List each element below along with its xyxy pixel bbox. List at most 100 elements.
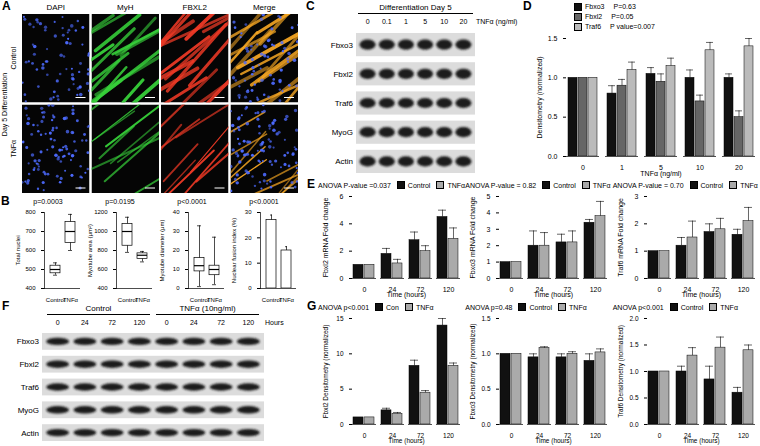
- svg-text:0: 0: [340, 275, 344, 282]
- svg-text:20: 20: [460, 18, 468, 25]
- svg-text:Densitometry (normalized): Densitometry (normalized): [536, 56, 544, 138]
- svg-text:MyH: MyH: [117, 3, 134, 12]
- svg-text:0: 0: [366, 18, 370, 25]
- svg-text:500: 500: [25, 266, 36, 272]
- svg-text:600: 600: [97, 266, 108, 272]
- svg-text:72: 72: [108, 319, 116, 326]
- svg-text:TNFα: TNFα: [135, 297, 151, 303]
- svg-text:0.5: 0.5: [548, 113, 558, 120]
- svg-text:72: 72: [217, 319, 225, 326]
- svg-text:Nuclear fusion index (%): Nuclear fusion index (%): [231, 218, 237, 283]
- svg-text:FBXL2: FBXL2: [183, 3, 208, 12]
- svg-text:Myotube diameter (μm): Myotube diameter (μm): [159, 219, 165, 281]
- svg-text:Traf6: Traf6: [21, 383, 40, 392]
- svg-text:Fbxo3 mRNA Fold change: Fbxo3 mRNA Fold change: [470, 196, 478, 278]
- svg-text:120: 120: [443, 432, 454, 439]
- svg-text:TNFα: TNFα: [10, 140, 17, 158]
- svg-text:1: 1: [620, 164, 624, 171]
- svg-text:700: 700: [25, 228, 36, 234]
- svg-text:120: 120: [243, 319, 255, 326]
- svg-text:Myotube area (μm²): Myotube area (μm²): [87, 224, 93, 277]
- svg-text:MyoG: MyoG: [332, 128, 353, 137]
- svg-text:0: 0: [657, 286, 661, 293]
- svg-text:1.0: 1.0: [482, 350, 491, 357]
- svg-text:Time (hours): Time (hours): [534, 291, 573, 299]
- svg-text:1.0: 1.0: [629, 368, 638, 375]
- svg-text:24: 24: [190, 319, 198, 326]
- svg-text:0.0: 0.0: [482, 421, 491, 428]
- svg-text:Control: Control: [86, 304, 112, 313]
- svg-text:20: 20: [245, 235, 252, 241]
- svg-text:Fbxo3: Fbxo3: [17, 337, 40, 346]
- svg-text:0: 0: [363, 286, 367, 293]
- svg-text:TNFα (ng/ml): TNFα (ng/ml): [640, 170, 681, 178]
- svg-text:Fbxl2 Densitometry (normalized: Fbxl2 Densitometry (normalized): [322, 325, 330, 419]
- svg-text:0: 0: [634, 275, 638, 282]
- svg-text:30: 30: [245, 209, 252, 215]
- svg-text:20: 20: [173, 247, 180, 253]
- svg-text:Fbxo3: Fbxo3: [331, 41, 354, 50]
- svg-text:0: 0: [56, 319, 60, 326]
- svg-text:6: 6: [340, 193, 344, 200]
- svg-text:0: 0: [248, 285, 252, 291]
- svg-text:3: 3: [487, 226, 491, 233]
- svg-text:Traf6: Traf6: [335, 99, 354, 108]
- svg-text:Time (hours): Time (hours): [536, 437, 573, 445]
- svg-text:Fbxo3 Densitometry (normalized: Fbxo3 Densitometry (normalized): [469, 324, 477, 420]
- svg-text:Hours: Hours: [265, 319, 284, 326]
- svg-text:1000: 1000: [94, 228, 108, 234]
- svg-text:120: 120: [590, 432, 601, 439]
- svg-text:0: 0: [487, 275, 491, 282]
- svg-text:20: 20: [735, 164, 743, 171]
- svg-text:TNFα: TNFα: [207, 297, 223, 303]
- svg-text:Time (hours): Time (hours): [681, 291, 720, 299]
- svg-text:10: 10: [440, 18, 448, 25]
- svg-text:Time (hours): Time (hours): [388, 437, 425, 445]
- svg-text:10: 10: [173, 266, 180, 272]
- svg-text:Fbxl2: Fbxl2: [333, 70, 353, 79]
- svg-text:Traf6 Densitometry (normalized: Traf6 Densitometry (normalized): [617, 325, 625, 418]
- svg-text:TNFα: TNFα: [279, 297, 295, 303]
- svg-text:0.5: 0.5: [629, 394, 638, 401]
- svg-text:Total nuclei: Total nuclei: [15, 235, 21, 265]
- svg-text:10: 10: [336, 350, 344, 357]
- svg-text:1200: 1200: [94, 209, 108, 215]
- svg-text:120: 120: [443, 286, 455, 293]
- svg-text:5: 5: [340, 385, 344, 392]
- svg-text:600: 600: [25, 247, 36, 253]
- svg-text:1: 1: [487, 258, 491, 265]
- svg-text:0.1: 0.1: [382, 18, 392, 25]
- svg-text:TNFα (10ng/ml): TNFα (10ng/ml): [179, 304, 236, 313]
- svg-text:120: 120: [134, 319, 146, 326]
- svg-text:Day 5 Differentiation: Day 5 Differentiation: [1, 73, 9, 136]
- svg-text:0.0: 0.0: [629, 421, 638, 428]
- svg-text:1.0: 1.0: [548, 74, 558, 81]
- svg-text:10: 10: [696, 164, 704, 171]
- svg-text:3: 3: [634, 193, 638, 200]
- svg-text:Fbxl2 mRNA Fold change: Fbxl2 mRNA Fold change: [322, 198, 330, 278]
- svg-text:0: 0: [165, 319, 169, 326]
- svg-text:1.5: 1.5: [482, 315, 491, 322]
- svg-text:15: 15: [336, 315, 344, 322]
- svg-text:0: 0: [510, 286, 514, 293]
- svg-text:0: 0: [363, 432, 367, 439]
- svg-text:DAPI: DAPI: [46, 3, 65, 12]
- svg-text:1: 1: [404, 18, 408, 25]
- svg-text:Actin: Actin: [21, 429, 39, 438]
- svg-text:0: 0: [657, 432, 661, 439]
- svg-text:120: 120: [738, 432, 749, 439]
- svg-text:0: 0: [176, 285, 180, 291]
- svg-text:1.5: 1.5: [548, 35, 558, 42]
- svg-text:2: 2: [634, 220, 638, 227]
- svg-text:800: 800: [25, 209, 36, 215]
- svg-text:Fbxl2: Fbxl2: [19, 360, 39, 369]
- svg-text:Traf6 mRNA Fold change: Traf6 mRNA Fold change: [617, 198, 625, 277]
- svg-text:120: 120: [737, 286, 749, 293]
- svg-text:40: 40: [173, 209, 180, 215]
- svg-text:Actin: Actin: [335, 157, 353, 166]
- svg-text:24: 24: [81, 319, 89, 326]
- svg-text:Time (hours): Time (hours): [683, 437, 720, 445]
- svg-text:0: 0: [581, 164, 585, 171]
- svg-text:4: 4: [487, 209, 491, 216]
- svg-text:Time (hours): Time (hours): [387, 291, 426, 299]
